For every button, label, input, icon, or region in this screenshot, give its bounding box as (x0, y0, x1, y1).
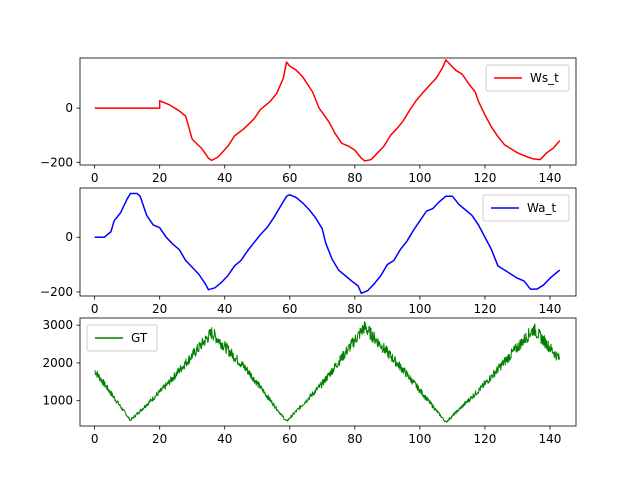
line-ws (94, 59, 561, 162)
y-tick-label: 0 (65, 101, 73, 115)
subplot-ws: 0 20 40 60 80 100 120 140 −200 0 Ws_t (40, 57, 577, 185)
xticks-ws: 0 20 40 60 80 100 120 140 (91, 165, 562, 185)
x-tick-label: 120 (473, 432, 496, 446)
x-tick-label: 140 (539, 171, 562, 185)
series-line-Wa_t (94, 192, 561, 295)
y-tick-label: 2000 (42, 356, 73, 370)
x-tick-label: 120 (473, 302, 496, 316)
line-gt (94, 320, 560, 423)
line-wa (94, 192, 561, 295)
x-tick-label: 140 (539, 432, 562, 446)
series-line-GT (94, 320, 560, 423)
xticks-gt: 0 20 40 60 80 100 120 140 (91, 426, 562, 446)
yticks-wa: −200 0 (40, 230, 80, 299)
legend-label-wa: Wa_t (527, 201, 556, 215)
x-tick-label: 40 (217, 432, 232, 446)
legend-wa: Wa_t (482, 194, 570, 222)
x-tick-label: 100 (408, 171, 431, 185)
y-tick-label: 3000 (42, 318, 73, 332)
legend-label-ws: Ws_t (530, 71, 559, 85)
x-tick-label: 80 (347, 432, 362, 446)
x-tick-label: 0 (91, 302, 99, 316)
x-tick-label: 140 (539, 302, 562, 316)
legend-ws: Ws_t (485, 64, 570, 92)
x-tick-label: 0 (91, 171, 99, 185)
x-tick-label: 20 (152, 171, 167, 185)
x-tick-label: 20 (152, 432, 167, 446)
axes-frame-wa (79, 187, 577, 297)
legend-label-gt: GT (131, 331, 148, 345)
yticks-ws: −200 0 (40, 101, 80, 169)
subplot-gt: 0 20 40 60 80 100 120 140 1000 2000 3000 GT (42, 317, 577, 446)
subplot-wa: 0 20 40 60 80 100 120 140 −200 0 Wa_t (40, 187, 577, 316)
xticks-wa: 0 20 40 60 80 100 120 140 (91, 296, 562, 316)
yticks-gt: 1000 2000 3000 (42, 318, 80, 408)
series-line-Ws_t (94, 59, 561, 162)
axes-frame-ws (79, 57, 577, 166)
y-tick-label: −200 (40, 285, 73, 299)
legend-gt: GT (86, 324, 158, 352)
axes-frame-gt (79, 317, 577, 427)
x-tick-label: 60 (282, 302, 297, 316)
x-tick-label: 60 (282, 432, 297, 446)
x-tick-label: 60 (282, 171, 297, 185)
x-tick-label: 40 (217, 302, 232, 316)
x-tick-label: 100 (408, 432, 431, 446)
x-tick-label: 100 (408, 302, 431, 316)
y-tick-label: −200 (40, 155, 73, 169)
x-tick-label: 120 (473, 171, 496, 185)
x-tick-label: 80 (347, 302, 362, 316)
x-tick-label: 0 (91, 432, 99, 446)
x-tick-label: 80 (347, 171, 362, 185)
y-tick-label: 0 (65, 230, 73, 244)
x-tick-label: 20 (152, 302, 167, 316)
x-tick-label: 40 (217, 171, 232, 185)
y-tick-label: 1000 (42, 394, 73, 408)
